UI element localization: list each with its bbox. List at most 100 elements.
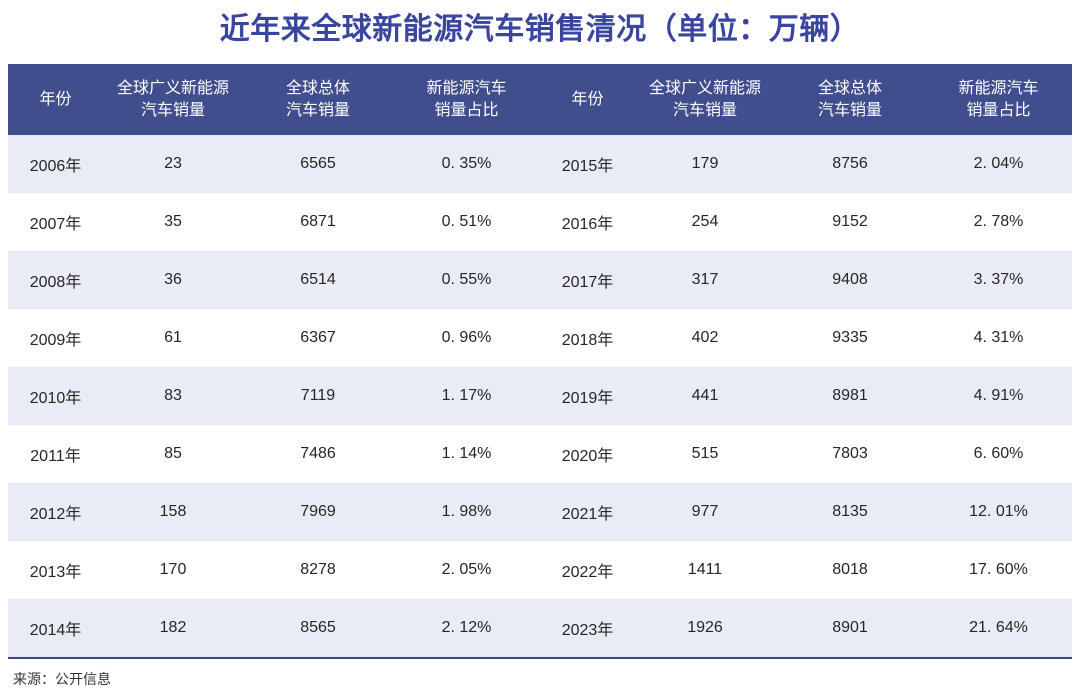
nev-sales-table: 年份 全球广义新能源 汽车销量 全球总体 汽车销量 新能源汽车 销量占比 bbox=[8, 64, 1072, 659]
nev-sales-cell: 61 bbox=[103, 309, 243, 367]
year-cell: 2021年 bbox=[540, 483, 635, 541]
table-container: 年份 全球广义新能源 汽车销量 全球总体 汽车销量 新能源汽车 销量占比 bbox=[8, 64, 1072, 659]
share-cell: 21. 64% bbox=[925, 599, 1072, 658]
nev-sales-cell: 23 bbox=[103, 135, 243, 193]
share-cell: 2. 04% bbox=[925, 135, 1072, 193]
nev-sales-cell: 36 bbox=[103, 251, 243, 309]
total-sales-cell: 8278 bbox=[243, 541, 393, 599]
year-cell: 2018年 bbox=[540, 309, 635, 367]
col-header-label: 年份 bbox=[571, 90, 604, 108]
col-header-nev-sales: 全球广义新能源 汽车销量 bbox=[103, 64, 243, 135]
table-row: 2007年 35 6871 0. 51% 2016年 254 9152 2. 78% bbox=[8, 193, 1072, 251]
total-sales-cell: 8565 bbox=[243, 599, 393, 658]
nev-sales-cell: 977 bbox=[635, 483, 775, 541]
nev-sales-cell: 85 bbox=[103, 425, 243, 483]
share-cell: 17. 60% bbox=[925, 541, 1072, 599]
total-sales-cell: 8901 bbox=[775, 599, 925, 658]
page-title: 近年来全球新能源汽车销售清况（单位：万辆） bbox=[219, 13, 861, 46]
year-cell: 2017年 bbox=[540, 251, 635, 309]
table-row: 2012年 158 7969 1. 98% 2021年 977 8135 12. 01% bbox=[8, 483, 1072, 541]
total-sales-cell: 8756 bbox=[775, 135, 925, 193]
nev-sales-cell: 317 bbox=[635, 251, 775, 309]
total-sales-cell: 8981 bbox=[775, 367, 925, 425]
table-row: 2011年 85 7486 1. 14% 2020年 515 7803 6. 60% bbox=[8, 425, 1072, 483]
share-cell: 4. 31% bbox=[925, 309, 1072, 367]
nev-sales-cell: 182 bbox=[103, 599, 243, 658]
total-sales-cell: 6871 bbox=[243, 193, 393, 251]
share-cell: 0. 51% bbox=[393, 193, 540, 251]
nev-sales-cell: 1926 bbox=[635, 599, 775, 658]
nev-sales-cell: 83 bbox=[103, 367, 243, 425]
year-cell: 2010年 bbox=[8, 367, 103, 425]
share-cell: 12. 01% bbox=[925, 483, 1072, 541]
col-header-label: 汽车销量 bbox=[140, 101, 205, 119]
table-row: 2010年 83 7119 1. 17% 2019年 441 8981 4. 91% bbox=[8, 367, 1072, 425]
share-cell: 0. 55% bbox=[393, 251, 540, 309]
year-cell: 2016年 bbox=[540, 193, 635, 251]
col-header-label: 全球总体 bbox=[285, 79, 350, 97]
col-header-year: 年份 bbox=[8, 64, 103, 135]
table-row: 2013年 170 8278 2. 05% 2022年 1411 8018 17. 60% bbox=[8, 541, 1072, 599]
total-sales-cell: 6367 bbox=[243, 309, 393, 367]
total-sales-cell: 9152 bbox=[775, 193, 925, 251]
col-header-year: 年份 bbox=[540, 64, 635, 135]
year-cell: 2014年 bbox=[8, 599, 103, 658]
year-cell: 2009年 bbox=[8, 309, 103, 367]
year-cell: 2012年 bbox=[8, 483, 103, 541]
table-header-row: 年份 全球广义新能源 汽车销量 全球总体 汽车销量 新能源汽车 销量占比 bbox=[8, 64, 1072, 135]
nev-sales-cell: 170 bbox=[103, 541, 243, 599]
nev-sales-cell: 179 bbox=[635, 135, 775, 193]
share-cell: 4. 91% bbox=[925, 367, 1072, 425]
source-note: 来源：公开信息 bbox=[13, 671, 111, 687]
share-cell: 1. 98% bbox=[393, 483, 540, 541]
col-header-label: 新能源汽车 bbox=[426, 79, 507, 97]
table-row: 2008年 36 6514 0. 55% 2017年 317 9408 3. 37% bbox=[8, 251, 1072, 309]
year-cell: 2019年 bbox=[540, 367, 635, 425]
share-cell: 2. 05% bbox=[393, 541, 540, 599]
year-cell: 2020年 bbox=[540, 425, 635, 483]
share-cell: 1. 17% bbox=[393, 367, 540, 425]
total-sales-cell: 7969 bbox=[243, 483, 393, 541]
col-header-label: 汽车销量 bbox=[285, 101, 350, 119]
nev-sales-cell: 158 bbox=[103, 483, 243, 541]
year-cell: 2007年 bbox=[8, 193, 103, 251]
col-header-label: 全球总体 bbox=[817, 79, 882, 97]
col-header-label: 全球广义新能源 bbox=[648, 79, 761, 97]
col-header-label: 汽车销量 bbox=[672, 101, 737, 119]
year-cell: 2011年 bbox=[8, 425, 103, 483]
table-row: 2009年 61 6367 0. 96% 2018年 402 9335 4. 31% bbox=[8, 309, 1072, 367]
col-header-label: 销量占比 bbox=[966, 101, 1031, 119]
share-cell: 2. 12% bbox=[393, 599, 540, 658]
year-cell: 2023年 bbox=[540, 599, 635, 658]
total-sales-cell: 9335 bbox=[775, 309, 925, 367]
col-header-label: 汽车销量 bbox=[817, 101, 882, 119]
total-sales-cell: 8018 bbox=[775, 541, 925, 599]
table-row: 2014年 182 8565 2. 12% 2023年 1926 8901 21. 64% bbox=[8, 599, 1072, 658]
col-header-label: 销量占比 bbox=[434, 101, 499, 119]
nev-sales-cell: 402 bbox=[635, 309, 775, 367]
col-header-nev-sales: 全球广义新能源 汽车销量 bbox=[635, 64, 775, 135]
total-sales-cell: 9408 bbox=[775, 251, 925, 309]
table-header: 年份 全球广义新能源 汽车销量 全球总体 汽车销量 新能源汽车 销量占比 bbox=[8, 64, 1072, 135]
col-header-label: 年份 bbox=[39, 90, 72, 108]
year-cell: 2008年 bbox=[8, 251, 103, 309]
table-body: 2006年 23 6565 0. 35% 2015年 179 8756 2. 04% 2007年… bbox=[8, 135, 1072, 658]
share-cell: 3. 37% bbox=[925, 251, 1072, 309]
year-cell: 2006年 bbox=[8, 135, 103, 193]
share-cell: 2. 78% bbox=[925, 193, 1072, 251]
total-sales-cell: 6514 bbox=[243, 251, 393, 309]
table-row: 2006年 23 6565 0. 35% 2015年 179 8756 2. 04% bbox=[8, 135, 1072, 193]
nev-sales-cell: 35 bbox=[103, 193, 243, 251]
total-sales-cell: 8135 bbox=[775, 483, 925, 541]
total-sales-cell: 7803 bbox=[775, 425, 925, 483]
nev-sales-cell: 515 bbox=[635, 425, 775, 483]
col-header-share: 新能源汽车 销量占比 bbox=[925, 64, 1072, 135]
col-header-label: 新能源汽车 bbox=[958, 79, 1039, 97]
share-cell: 6. 60% bbox=[925, 425, 1072, 483]
year-cell: 2013年 bbox=[8, 541, 103, 599]
total-sales-cell: 6565 bbox=[243, 135, 393, 193]
share-cell: 0. 96% bbox=[393, 309, 540, 367]
nev-sales-cell: 1411 bbox=[635, 541, 775, 599]
share-cell: 1. 14% bbox=[393, 425, 540, 483]
